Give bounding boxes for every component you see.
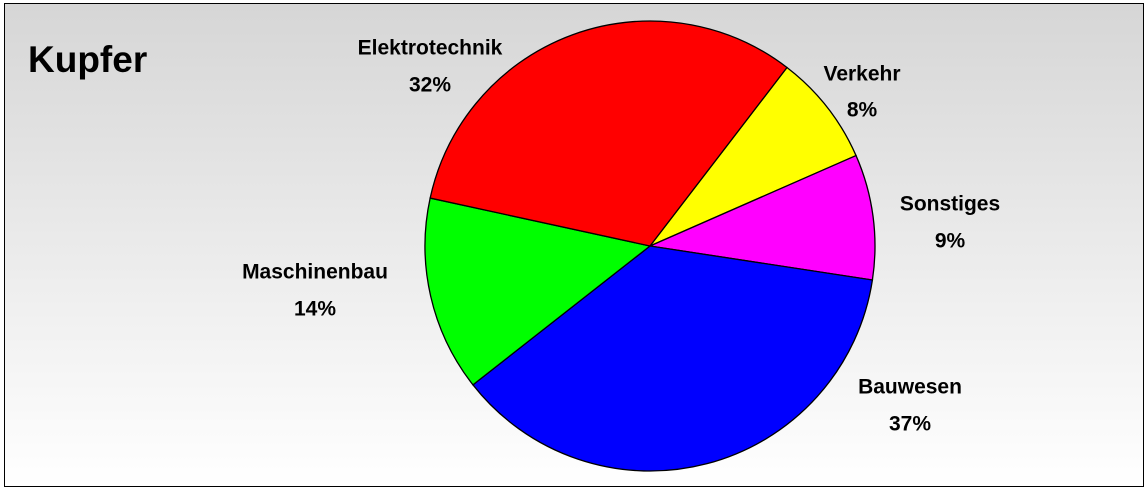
slice-label: Maschinenbau [242,261,388,284]
pie-slice [649,66,857,247]
slice-label: Elektrotechnik [358,37,503,60]
slice-value-label: 14% [294,298,336,321]
slice-value-label: 9% [935,230,966,253]
pie-slice [429,20,788,247]
slice-label: Verkehr [823,63,900,86]
pie-slice [424,197,652,386]
chart-title: Kupfer [28,39,147,80]
slice-label: Sonstiges [900,193,1000,216]
pie [424,20,876,472]
slice-value-label: 37% [889,413,931,436]
slice-value-label: 32% [409,74,451,97]
slice-value-label: 8% [847,99,878,122]
pie-slice [472,245,874,472]
labels: Verkehr 8% Sonstiges 9% Bauwesen 37% Maschinen… [242,37,1000,436]
slice-label: Bauwesen [858,376,962,399]
pie-slice [647,154,876,281]
